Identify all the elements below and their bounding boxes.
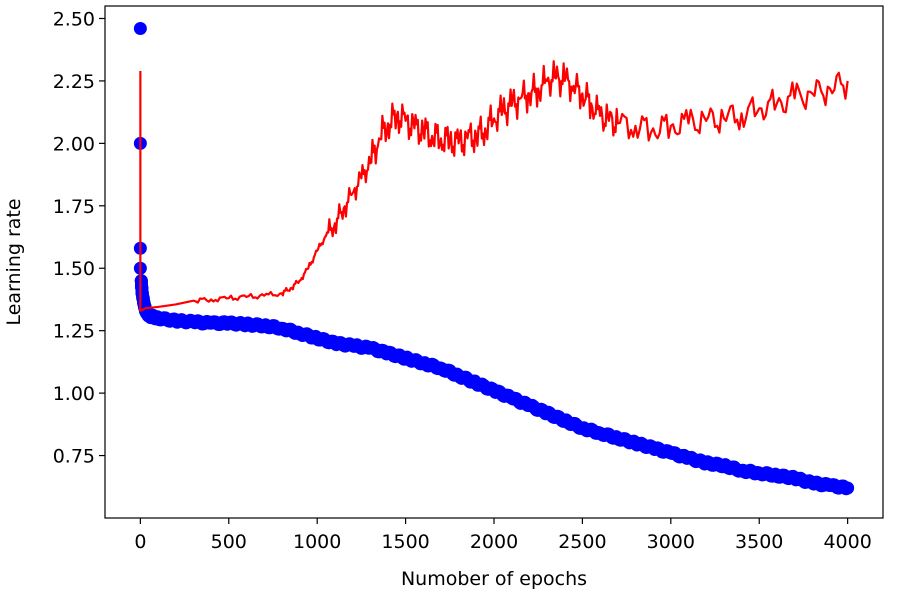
y-tick-label: 1.50	[53, 258, 95, 280]
y-axis-label: Learning rate	[3, 198, 25, 325]
x-tick-label: 500	[211, 531, 247, 553]
x-tick-label: 1000	[293, 531, 341, 553]
y-tick-label: 1.75	[53, 196, 95, 218]
scatter-point	[133, 21, 147, 35]
x-tick-label: 0	[134, 531, 146, 553]
scatter-point	[841, 481, 855, 495]
x-tick-label: 2000	[470, 531, 518, 553]
x-tick-label: 3000	[647, 531, 695, 553]
y-tick-label: 2.00	[53, 133, 95, 155]
x-tick-label: 4000	[823, 531, 871, 553]
x-tick-label: 1500	[381, 531, 429, 553]
x-tick-label: 3500	[735, 531, 783, 553]
y-tick-label: 2.25	[53, 71, 95, 93]
scatter-series-blue	[133, 21, 855, 496]
y-tick-label: 0.75	[53, 446, 95, 468]
y-tick-label: 1.25	[53, 321, 95, 343]
line-series-red	[139, 60, 849, 312]
y-tick-label: 1.00	[53, 383, 95, 405]
x-tick-label: 2500	[558, 531, 606, 553]
y-tick-label: 2.50	[53, 8, 95, 30]
x-axis-label: Numober of epochs	[401, 568, 587, 590]
